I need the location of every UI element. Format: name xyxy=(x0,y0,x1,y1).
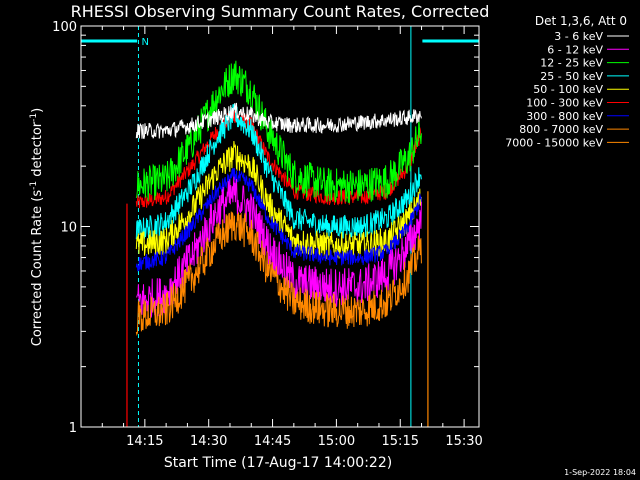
series-line-2 xyxy=(135,60,422,204)
series-line-3 xyxy=(135,103,422,241)
legend-label-7: 800 - 7000 keV xyxy=(519,123,603,136)
series-line-5 xyxy=(135,110,422,209)
legend-label-1: 6 - 12 keV xyxy=(547,43,603,56)
legend-label-5: 100 - 300 keV xyxy=(526,97,603,110)
legend-label-0: 3 - 6 keV xyxy=(554,30,603,43)
series-line-7 xyxy=(135,211,422,336)
y-axis-label-sup2: -1 xyxy=(29,113,39,122)
legend-label-6: 300 - 800 keV xyxy=(526,110,603,123)
n-marker: N xyxy=(141,37,148,48)
y-tick-label-1: 10 xyxy=(60,221,77,236)
y-axis-label-sup1: -1 xyxy=(29,181,39,190)
legend-header: Det 1,3,6, Att 0 xyxy=(535,14,627,28)
chart-title: RHESSI Observing Summary Count Rates, Co… xyxy=(71,2,490,21)
x-tick-label-4: 15:15 xyxy=(382,434,419,449)
legend-label-3: 25 - 50 keV xyxy=(540,70,603,83)
series-line-6 xyxy=(135,167,422,272)
legend-label-4: 50 - 100 keV xyxy=(533,83,603,96)
x-tick-label-5: 15:30 xyxy=(445,434,482,449)
x-tick-label-2: 14:45 xyxy=(254,434,291,449)
series-line-0 xyxy=(135,102,422,140)
y-axis-label-main: Corrected Count Rate (s xyxy=(30,190,45,347)
y-axis-label: Corrected Count Rate (s-1 detector-1) xyxy=(29,108,45,346)
legend-label-2: 12 - 25 keV xyxy=(540,57,603,70)
x-tick-label-3: 15:00 xyxy=(318,434,355,449)
y-axis-label-mid: detector xyxy=(30,121,45,181)
timestamp: 1-Sep-2022 18:04 xyxy=(564,468,636,477)
x-tick-label-1: 14:30 xyxy=(190,434,227,449)
legend-label-8: 7000 - 15000 keV xyxy=(505,136,603,149)
x-tick-label-0: 14:15 xyxy=(126,434,163,449)
x-axis-label: Start Time (17-Aug-17 14:00:22) xyxy=(164,455,392,471)
y-axis-label-end: ) xyxy=(30,108,45,113)
y-tick-label-0: 1 xyxy=(69,421,77,436)
axis-ticks: 14:15 14:30 14:45 15:00 15:15 15:30 1 10 100 xyxy=(52,20,483,449)
series-line-4 xyxy=(135,140,422,260)
y-tick-label-2: 100 xyxy=(52,20,77,35)
